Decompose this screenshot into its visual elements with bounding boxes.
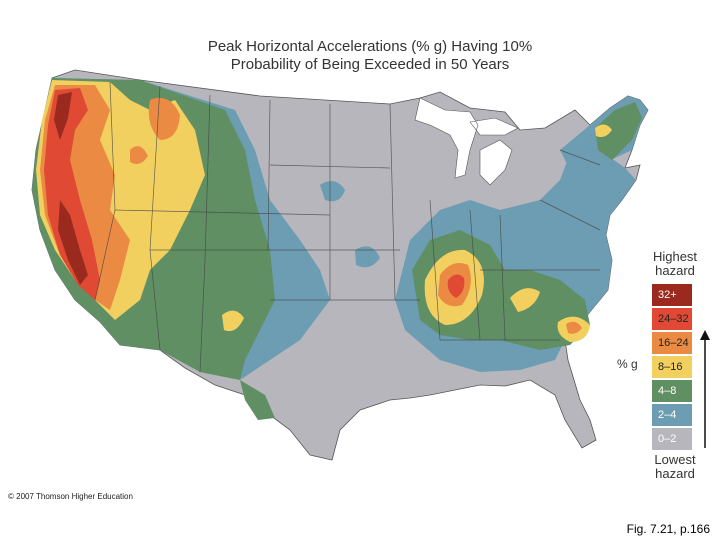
great-lakes [414, 97, 519, 186]
legend-class-0: 32+ [652, 284, 692, 306]
map-title: Peak Horizontal Accelerations (% g) Havi… [150, 38, 590, 74]
copyright-text: © 2007 Thomson Higher Education [8, 492, 133, 501]
zone-8-16-az [222, 310, 244, 332]
zone-24-32-nmadrid [447, 274, 465, 298]
zone-4-8-texas [240, 380, 275, 420]
legend-class-4: 4–8 [652, 380, 692, 402]
zone-32-plus [54, 92, 88, 285]
zone-8-16-ne [595, 124, 612, 138]
legend-class-5: 2–4 [652, 404, 692, 426]
zone-16-24-sc [566, 321, 582, 334]
legend-low-line2: hazard [655, 466, 695, 481]
zone-4-8-ne [595, 102, 642, 160]
legend-heading-lowest: Lowest hazard [645, 453, 705, 481]
map-title-line1: Peak Horizontal Accelerations (% g) Havi… [207, 38, 533, 55]
zone-2-4-island [320, 181, 380, 268]
zone-8-16-tn [510, 288, 540, 312]
zone-24-32 [44, 88, 100, 300]
legend-high-line2: hazard [655, 263, 695, 278]
state-boundaries [94, 81, 601, 373]
legend-class-2: 16–24 [652, 332, 692, 354]
legend-low-line1: Lowest [654, 452, 696, 467]
zone-16-24-yellowstone [148, 97, 180, 140]
legend-class-3: 8–16 [652, 356, 692, 378]
legend-class-6: 0–2 [652, 428, 692, 450]
up-arrow-icon [700, 330, 710, 448]
legend-unit: % g [617, 357, 638, 371]
map-title-line2: Probability of Being Exceeded in 50 Year… [230, 56, 510, 73]
legend-class-1: 24–32 [652, 308, 692, 330]
legend-high-line1: Highest [652, 249, 698, 264]
figure-caption: Fig. 7.21, p.166 [626, 522, 710, 536]
legend-heading-highest: Highest hazard [645, 250, 705, 278]
zone-16-24-ut [130, 146, 148, 164]
